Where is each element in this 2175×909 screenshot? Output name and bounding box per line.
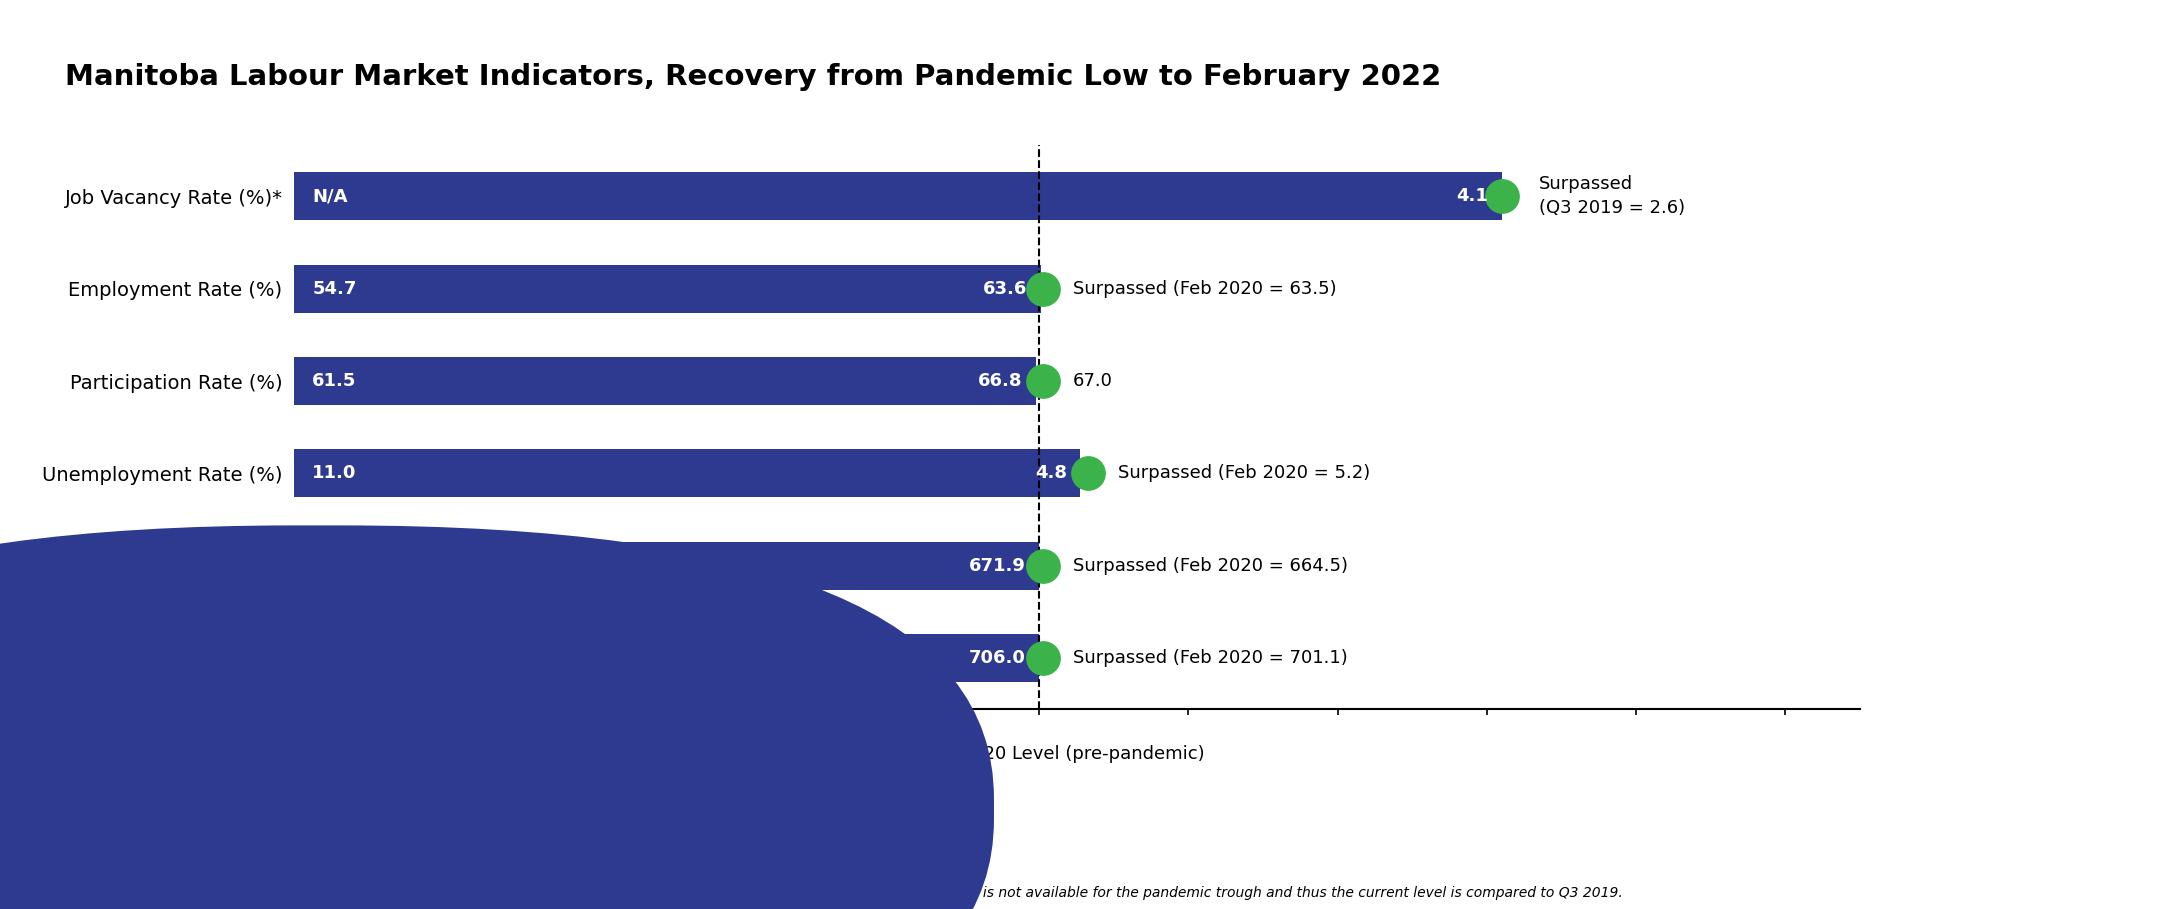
Bar <box>294 265 1042 313</box>
Text: 54.7: 54.7 <box>313 280 357 297</box>
Text: Surpassed (Feb 2020 = 63.5): Surpassed (Feb 2020 = 63.5) <box>1072 280 1335 297</box>
Bar <box>294 542 1040 590</box>
Text: Surpassed (Feb 2020 = 5.2): Surpassed (Feb 2020 = 5.2) <box>1118 464 1370 483</box>
Text: 66.8: 66.8 <box>979 372 1022 390</box>
Text: Pandemic Low: Pandemic Low <box>294 745 422 764</box>
Bar <box>294 357 1035 405</box>
Text: 61.5: 61.5 <box>313 372 357 390</box>
Text: Per Cent Recovered: Per Cent Recovered <box>359 800 537 818</box>
Bar <box>294 449 1081 497</box>
Text: Source: Statistics Canada: Source: Statistics Canada <box>294 850 472 864</box>
Text: 671.9: 671.9 <box>970 557 1027 574</box>
Text: Surpassed
(Q3 2019 = 2.6): Surpassed (Q3 2019 = 2.6) <box>1540 175 1686 217</box>
Text: N/A: N/A <box>313 187 348 205</box>
Bar <box>294 634 1040 683</box>
Text: 11.0: 11.0 <box>313 464 357 483</box>
Text: Manitoba Labour Market Indicators, Recovery from Pandemic Low to February 2022: Manitoba Labour Market Indicators, Recov… <box>65 63 1442 91</box>
Text: February 2020 Level (pre-pandemic): February 2020 Level (pre-pandemic) <box>874 745 1205 764</box>
Bar <box>294 172 1501 220</box>
Text: 63.6: 63.6 <box>983 280 1027 297</box>
Text: ●: ● <box>631 797 652 821</box>
Text: Surpassed (Feb 2020 = 664.5): Surpassed (Feb 2020 = 664.5) <box>1072 557 1348 574</box>
Text: 4.8: 4.8 <box>1035 464 1068 483</box>
Text: 4.1: 4.1 <box>1457 187 1488 205</box>
Text: 643.9: 643.9 <box>313 649 370 667</box>
Text: Surpassed (Feb 2020 = 701.1): Surpassed (Feb 2020 = 701.1) <box>1072 649 1348 667</box>
Text: Current Level (Feb-22): Current Level (Feb-22) <box>681 800 883 818</box>
Text: *Based on quarterly data. Current level is based on most recent quarter availabl: *Based on quarterly data. Current level … <box>294 886 1623 900</box>
Text: 67.0: 67.0 <box>1072 372 1114 390</box>
Text: 572.8: 572.8 <box>313 557 370 574</box>
Text: 706.0: 706.0 <box>970 649 1027 667</box>
